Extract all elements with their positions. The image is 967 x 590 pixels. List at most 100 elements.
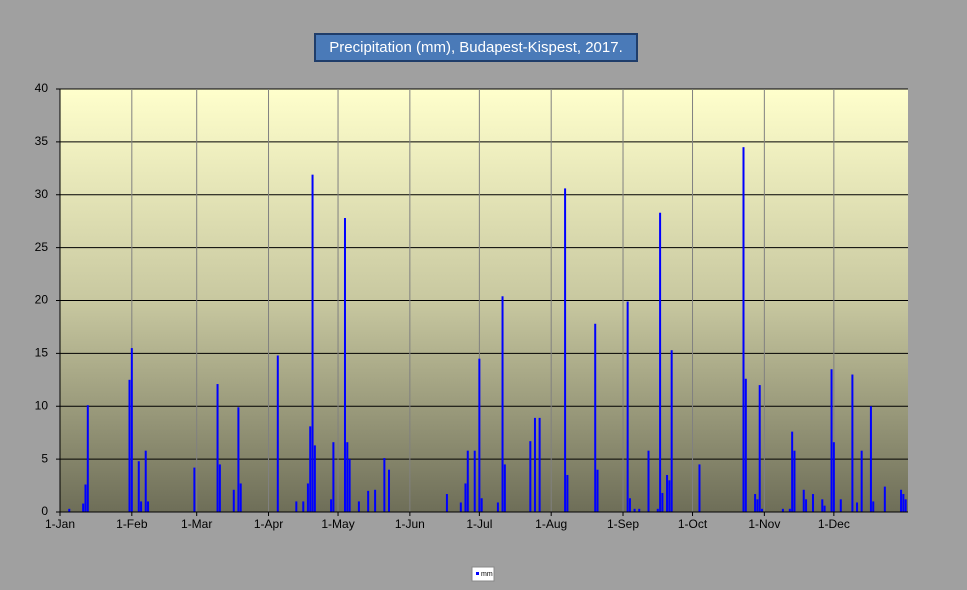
bar <box>596 469 599 512</box>
bar <box>480 498 483 512</box>
bar <box>856 502 859 512</box>
bar <box>130 348 133 512</box>
bar <box>218 464 221 512</box>
bar <box>193 467 196 512</box>
bar <box>758 385 761 512</box>
bar <box>529 441 532 512</box>
bar <box>311 174 314 512</box>
bar <box>533 417 536 512</box>
y-tick-label: 10 <box>35 398 49 412</box>
bar <box>902 494 905 512</box>
bar <box>309 426 312 512</box>
bar <box>538 417 541 512</box>
bar <box>791 431 794 512</box>
bar <box>343 218 346 512</box>
bar <box>332 442 335 512</box>
bar <box>503 464 506 512</box>
x-tick-label: 1-Nov <box>748 517 780 531</box>
bar <box>306 483 309 512</box>
x-tick-label: 1-May <box>321 517 354 531</box>
bar <box>276 355 279 512</box>
bar <box>68 508 71 512</box>
x-tick-label: 1-Oct <box>678 517 708 531</box>
legend-swatch <box>476 572 479 575</box>
bar <box>374 489 377 512</box>
chart-title: Precipitation (mm), Budapest-Kispest, 20… <box>329 39 622 56</box>
bar <box>137 461 140 512</box>
bar <box>666 474 669 512</box>
bar <box>744 378 747 512</box>
y-tick-label: 35 <box>35 134 49 148</box>
x-tick-label: 1-Sep <box>607 517 639 531</box>
bar <box>295 501 298 512</box>
bar <box>832 442 835 512</box>
bar <box>140 501 143 512</box>
bar <box>239 483 242 512</box>
bar <box>84 484 87 512</box>
bar <box>839 499 842 512</box>
bar <box>698 464 701 512</box>
bar <box>788 508 791 512</box>
x-tick-label: 1-Jun <box>395 517 425 531</box>
bar <box>900 489 903 512</box>
bar <box>357 501 360 512</box>
bar <box>302 501 305 512</box>
bar <box>761 508 764 512</box>
bar <box>496 502 499 512</box>
bar <box>860 450 863 512</box>
bar <box>367 490 370 512</box>
bar <box>346 442 349 512</box>
bar <box>232 489 235 512</box>
bar <box>464 483 467 512</box>
bar <box>805 499 808 512</box>
bar <box>388 469 391 512</box>
bar <box>802 489 805 512</box>
bar <box>904 499 907 512</box>
bar <box>330 499 333 512</box>
legend <box>471 566 495 582</box>
x-tick-label: 1-Jul <box>466 517 492 531</box>
bar <box>659 212 662 513</box>
bar <box>626 301 629 512</box>
bar <box>86 405 89 512</box>
bar <box>459 502 462 512</box>
bar <box>823 505 826 512</box>
y-tick-label: 0 <box>41 504 48 518</box>
bar <box>128 379 131 512</box>
bar <box>348 459 351 512</box>
bar <box>742 147 745 512</box>
bar <box>872 501 875 512</box>
bar <box>237 407 240 512</box>
bar <box>793 450 796 512</box>
bar <box>313 445 316 512</box>
bar <box>594 323 597 512</box>
bar <box>501 296 504 512</box>
bar <box>781 508 784 512</box>
y-tick-label: 20 <box>35 293 49 307</box>
x-tick-label: 1-Jan <box>45 517 75 531</box>
y-tick-label: 40 <box>35 81 49 95</box>
x-tick-label: 1-Apr <box>254 517 283 531</box>
bar <box>647 450 650 512</box>
bar <box>383 458 386 512</box>
x-tick-label: 1-Mar <box>181 517 212 531</box>
bar <box>851 374 854 512</box>
bar <box>564 188 567 512</box>
y-tick-label: 30 <box>35 187 49 201</box>
bar <box>628 498 631 512</box>
bar <box>466 450 469 512</box>
y-tick-label: 5 <box>41 451 48 465</box>
bar <box>216 384 219 512</box>
y-tick-label: 25 <box>35 240 49 254</box>
bar <box>812 494 815 512</box>
bar <box>670 350 673 512</box>
bar <box>478 358 481 512</box>
bar <box>756 499 759 512</box>
bar <box>830 369 833 512</box>
bar <box>144 450 147 512</box>
legend-label: mm <box>481 571 493 578</box>
x-tick-label: 1-Dec <box>818 517 850 531</box>
bar <box>566 474 569 512</box>
bar <box>754 494 757 512</box>
